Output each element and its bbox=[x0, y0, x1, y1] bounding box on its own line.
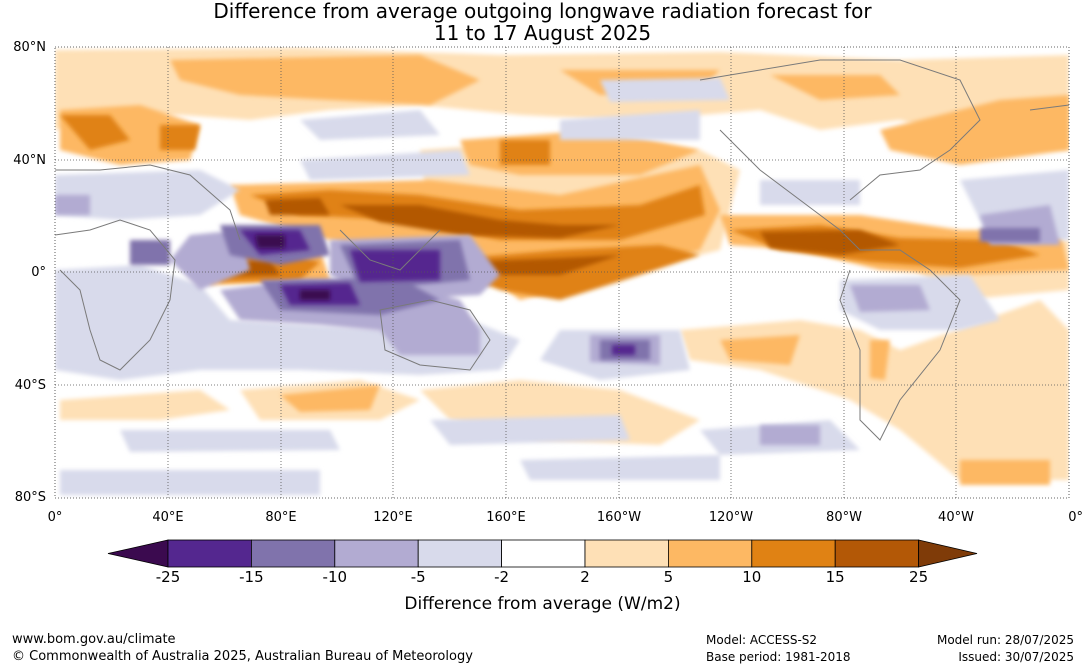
lon-label-120e: 120°E bbox=[373, 510, 413, 525]
lat-label-40n: 40°N bbox=[13, 153, 46, 168]
lon-label-80e: 80°E bbox=[265, 510, 297, 525]
coastlines bbox=[55, 59, 1069, 441]
colorbar-tick-label: -2 bbox=[494, 568, 510, 586]
colorbar-segment bbox=[417, 539, 503, 568]
lon-label-40e: 40°E bbox=[152, 510, 184, 525]
colorbar-label: Difference from average (W/m2) bbox=[404, 594, 681, 614]
colorbar-tick-label: 10 bbox=[742, 568, 762, 586]
footer-issued: Issued: 30/07/2025 bbox=[958, 650, 1074, 664]
colorbar-segment bbox=[334, 539, 419, 568]
lat-label-80n: 80°N bbox=[13, 40, 46, 55]
colorbar-segment bbox=[834, 539, 920, 568]
colorbar-tick-label: -10 bbox=[322, 568, 348, 586]
footer-left: www.bom.gov.au/climate © Commonwealth of… bbox=[12, 631, 473, 665]
colorbar-segment bbox=[501, 539, 586, 568]
lat-label-equator: 0° bbox=[31, 265, 46, 280]
footer-model-run: Model run: 28/07/2025 bbox=[936, 633, 1074, 647]
lat-label-40s: 40°S bbox=[14, 378, 46, 393]
anomaly-fields bbox=[55, 48, 1069, 495]
footer-copyright: © Commonwealth of Australia 2025, Austra… bbox=[12, 649, 473, 664]
lon-label-0-right: 0° bbox=[1068, 510, 1083, 525]
colorbar-tick-label: 5 bbox=[663, 568, 674, 586]
map-graticule bbox=[55, 47, 1069, 498]
map-frame bbox=[54, 46, 1070, 499]
colorbar-tick-label: 25 bbox=[909, 568, 929, 586]
colorbar-tick-label: -15 bbox=[239, 568, 264, 586]
colorbar-arrow-low bbox=[107, 539, 169, 568]
lon-label-0-left: 0° bbox=[47, 510, 63, 525]
footer-model: Model: ACCESS-S2 bbox=[706, 633, 818, 647]
colorbar-segment bbox=[250, 539, 336, 568]
colorbar-tick-label: -25 bbox=[155, 568, 181, 586]
colorbar-arrow-high bbox=[918, 539, 978, 568]
colorbar-tick-label: 15 bbox=[825, 568, 845, 586]
lon-label-80w: 80°W bbox=[826, 510, 862, 525]
lon-label-160e: 160°E bbox=[486, 510, 526, 525]
footer-url: www.bom.gov.au/climate bbox=[12, 632, 176, 647]
colorbar-segment bbox=[668, 539, 753, 568]
footer-dates: Model run: 28/07/2025 Issued: 30/07/2025 bbox=[937, 632, 1074, 666]
lon-label-160w: 160°W bbox=[596, 510, 642, 525]
colorbar-tick-label: -5 bbox=[410, 568, 426, 586]
map-title-line-2: 11 to 17 August 2025 bbox=[433, 21, 652, 45]
colorbar-segment bbox=[584, 539, 669, 568]
lon-label-40w: 40°W bbox=[938, 510, 974, 525]
footer-model-info: Model: ACCESS-S2 Base period: 1981-2018 bbox=[706, 632, 851, 666]
colorbar-tick-label: 2 bbox=[580, 568, 590, 586]
colorbar-segment bbox=[167, 539, 252, 568]
colorbar-segment bbox=[751, 539, 836, 568]
lon-label-120w: 120°W bbox=[708, 510, 754, 525]
map-title-line-1: Difference from average outgoing longwav… bbox=[213, 0, 872, 23]
footer-base-period: Base period: 1981-2018 bbox=[706, 650, 851, 664]
olr-anomaly-map bbox=[54, 46, 1070, 499]
lat-label-80s: 80°S bbox=[14, 490, 46, 505]
